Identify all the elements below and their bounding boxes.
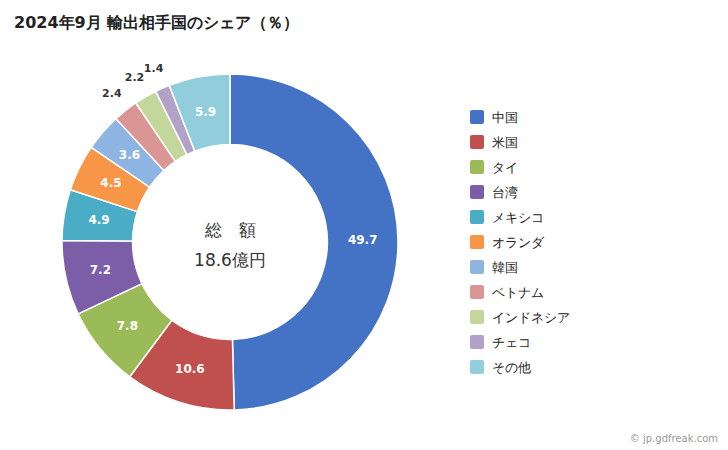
- legend-swatch: [470, 360, 484, 374]
- data-labels: 49.7 10.6 7.8 7.2 4.9 4.5 3.6 2.42.21.4 5.9: [88, 62, 377, 376]
- legend-label: 中国: [492, 110, 518, 125]
- data-label: 49.7: [348, 233, 378, 247]
- center-text: 総 額: [204, 220, 256, 240]
- data-label: 5.9: [195, 105, 216, 119]
- legend-swatch: [470, 310, 484, 324]
- data-label: 2.4: [102, 87, 122, 100]
- legend-label: 台湾: [492, 185, 518, 200]
- data-label: 4.5: [100, 176, 121, 190]
- data-label: 7.2: [90, 263, 111, 277]
- legend-label: ベトナム: [492, 285, 544, 300]
- legend-swatch: [470, 135, 484, 149]
- watermark: © jp.gdfreak.com: [630, 433, 718, 444]
- legend-label: インドネシア: [492, 310, 570, 325]
- legend-label: 米国: [492, 135, 518, 150]
- legend-label: その他: [492, 360, 531, 375]
- legend-swatch: [470, 210, 484, 224]
- legend-swatch: [470, 285, 484, 299]
- chart-svg: 2024年9月 輸出相手国のシェア（％） 49.7 10.6 7.8 7.2 4.9 4.5…: [0, 0, 728, 450]
- legend-label: 韓国: [492, 260, 518, 275]
- data-label: 1.4: [144, 62, 164, 75]
- legend-swatch: [470, 185, 484, 199]
- legend-swatch: [470, 235, 484, 249]
- data-label: 3.6: [119, 148, 140, 162]
- slice: [169, 74, 230, 151]
- legend-swatch: [470, 335, 484, 349]
- legend-label: チェコ: [492, 335, 531, 350]
- legend: 中国米国タイ台湾メキシコオランダ韓国ベトナムインドネシアチェコその他: [470, 110, 570, 375]
- legend-label: オランダ: [492, 235, 545, 250]
- slices: [62, 74, 398, 410]
- legend-label: タイ: [492, 160, 518, 175]
- legend-swatch: [470, 160, 484, 174]
- legend-label: メキシコ: [492, 210, 544, 225]
- legend-swatch: [470, 260, 484, 274]
- chart-container: 2024年9月 輸出相手国のシェア（％） 49.7 10.6 7.8 7.2 4.9 4.5…: [0, 0, 728, 450]
- data-label: 10.6: [175, 362, 205, 376]
- data-label: 7.8: [117, 319, 138, 333]
- center-text: 18.6億円: [194, 250, 266, 270]
- data-label: 2.2: [125, 71, 145, 84]
- data-label: 4.9: [88, 213, 109, 227]
- legend-swatch: [470, 110, 484, 124]
- slice: [62, 240, 142, 313]
- chart-title: 2024年9月 輸出相手国のシェア（％）: [14, 13, 299, 32]
- slice: [230, 74, 398, 410]
